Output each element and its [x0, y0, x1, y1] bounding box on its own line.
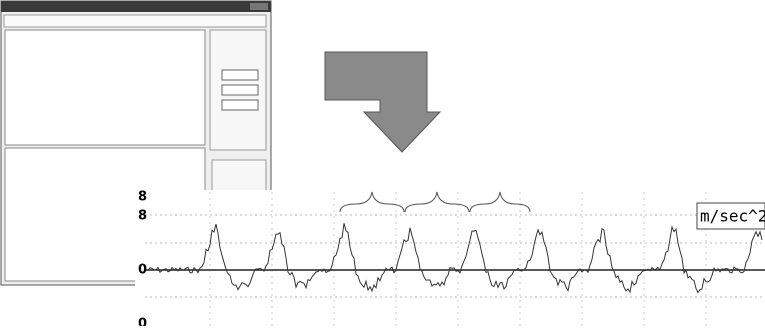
- zoom-panel: [135, 190, 765, 326]
- unit-label: m/sec^2: [700, 207, 765, 226]
- upper-plot-panel: [5, 30, 205, 145]
- window-buttons: [250, 3, 268, 10]
- axis-label: 8: [138, 209, 147, 224]
- figure: m/sec^2 8 8 0 0: [0, 0, 765, 326]
- axis-label: 0: [138, 317, 147, 327]
- arrow: [325, 52, 440, 152]
- page: m/sec^2 8 8 0 0 (() => { const data = JS…: [0, 0, 765, 326]
- button[interactable]: [222, 85, 258, 95]
- button[interactable]: [222, 70, 258, 80]
- button[interactable]: [222, 100, 258, 110]
- axis-label: 8: [138, 190, 147, 205]
- axis-label: 0: [138, 263, 147, 278]
- toolbar: [4, 15, 266, 27]
- title-bar: [1, 1, 271, 12]
